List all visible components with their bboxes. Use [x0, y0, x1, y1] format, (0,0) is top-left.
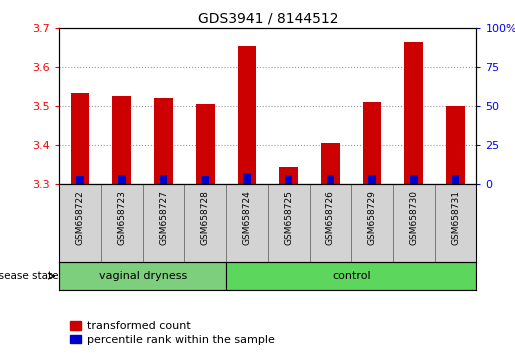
Bar	[226, 184, 268, 262]
Bar	[327, 175, 334, 184]
Bar	[71, 92, 90, 184]
Bar	[310, 184, 351, 262]
Bar	[435, 184, 476, 262]
Text: GSM658723: GSM658723	[117, 190, 126, 245]
Bar	[404, 42, 423, 184]
Bar	[268, 184, 310, 262]
Bar	[118, 175, 126, 184]
Bar	[285, 175, 293, 184]
Bar	[143, 184, 184, 262]
Bar	[184, 184, 226, 262]
Bar	[368, 175, 376, 184]
Text: control: control	[332, 271, 371, 281]
Text: GSM658727: GSM658727	[159, 190, 168, 245]
Bar	[351, 184, 393, 262]
Bar	[160, 175, 167, 184]
Text: GSM658730: GSM658730	[409, 190, 418, 245]
Bar	[321, 143, 340, 184]
Bar	[452, 175, 459, 184]
Text: GSM658729: GSM658729	[368, 190, 376, 245]
Bar	[201, 176, 209, 184]
Bar	[59, 184, 101, 262]
Bar	[154, 98, 173, 184]
Bar	[101, 184, 143, 262]
Bar	[237, 46, 256, 184]
Bar	[279, 166, 298, 184]
Bar	[410, 175, 418, 184]
Text: GSM658728: GSM658728	[201, 190, 210, 245]
Bar	[393, 184, 435, 262]
Text: GSM658724: GSM658724	[243, 190, 251, 245]
Bar	[363, 102, 382, 184]
Text: vaginal dryness: vaginal dryness	[98, 271, 187, 281]
Text: GSM658726: GSM658726	[326, 190, 335, 245]
Text: GSM658725: GSM658725	[284, 190, 293, 245]
Text: disease state: disease state	[0, 271, 58, 281]
Legend: transformed count, percentile rank within the sample: transformed count, percentile rank withi…	[70, 321, 274, 345]
Text: GSM658722: GSM658722	[76, 190, 84, 245]
Bar	[76, 176, 84, 184]
Bar	[446, 106, 465, 184]
Bar	[243, 173, 251, 184]
Title: GDS3941 / 8144512: GDS3941 / 8144512	[198, 12, 338, 26]
Bar	[226, 262, 476, 290]
Bar	[112, 96, 131, 184]
Bar	[59, 262, 226, 290]
Bar	[196, 104, 215, 184]
Text: GSM658731: GSM658731	[451, 190, 460, 245]
